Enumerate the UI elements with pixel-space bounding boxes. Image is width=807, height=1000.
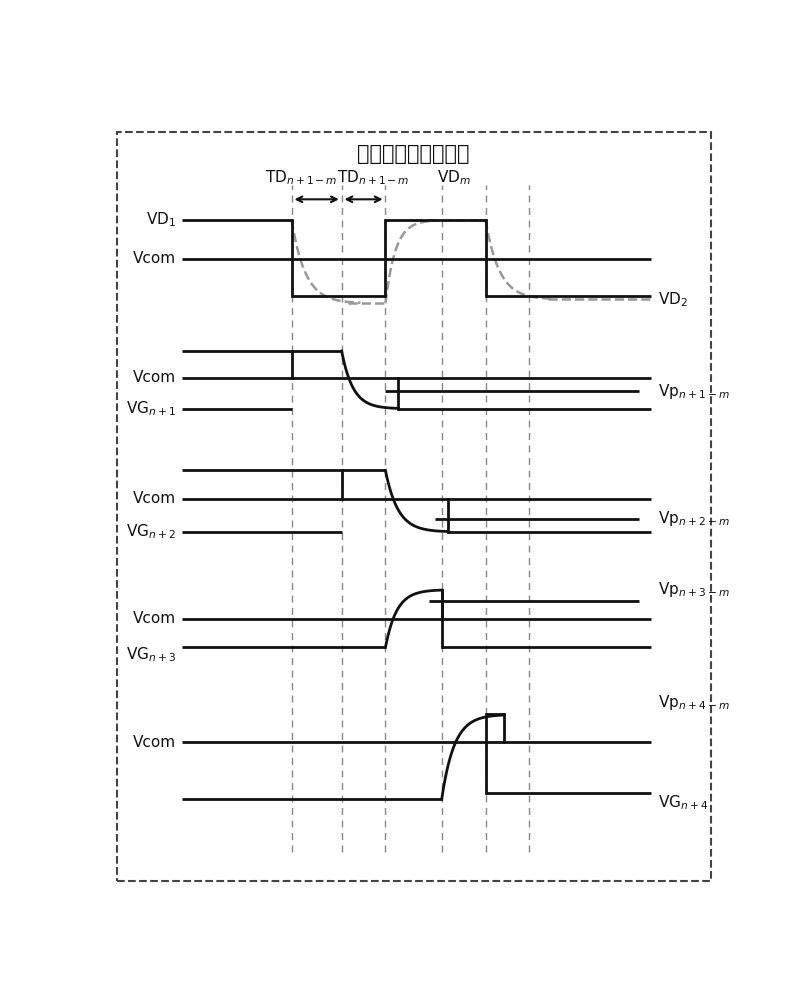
Text: TD$_{n+1-m}$: TD$_{n+1-m}$ [265, 168, 337, 187]
Text: Vcom: Vcom [133, 370, 176, 385]
Text: VG$_{n+4}$: VG$_{n+4}$ [658, 794, 708, 812]
Text: Vp$_{n+1-m}$: Vp$_{n+1-m}$ [658, 382, 730, 401]
Text: VG$_{n+2}$: VG$_{n+2}$ [126, 523, 176, 541]
Text: VD$_1$: VD$_1$ [146, 211, 176, 229]
Text: VD$_2$: VD$_2$ [658, 290, 688, 309]
Text: Vcom: Vcom [133, 611, 176, 626]
Text: VD$_m$: VD$_m$ [437, 168, 471, 187]
Text: Vcom: Vcom [133, 251, 176, 266]
Text: VG$_{n+1}$: VG$_{n+1}$ [126, 399, 176, 418]
Text: Vcom: Vcom [133, 491, 176, 506]
Text: 现有技术中时序驱动: 现有技术中时序驱动 [358, 144, 470, 164]
Text: Vcom: Vcom [133, 735, 176, 750]
Text: TD$_{n+1-m}$: TD$_{n+1-m}$ [337, 168, 409, 187]
Text: Vp$_{n+4-m}$: Vp$_{n+4-m}$ [658, 693, 730, 712]
Text: Vp$_{n+2-m}$: Vp$_{n+2-m}$ [658, 509, 730, 528]
Text: VG$_{n+3}$: VG$_{n+3}$ [126, 646, 176, 665]
Text: Vp$_{n+3-m}$: Vp$_{n+3-m}$ [658, 580, 730, 599]
